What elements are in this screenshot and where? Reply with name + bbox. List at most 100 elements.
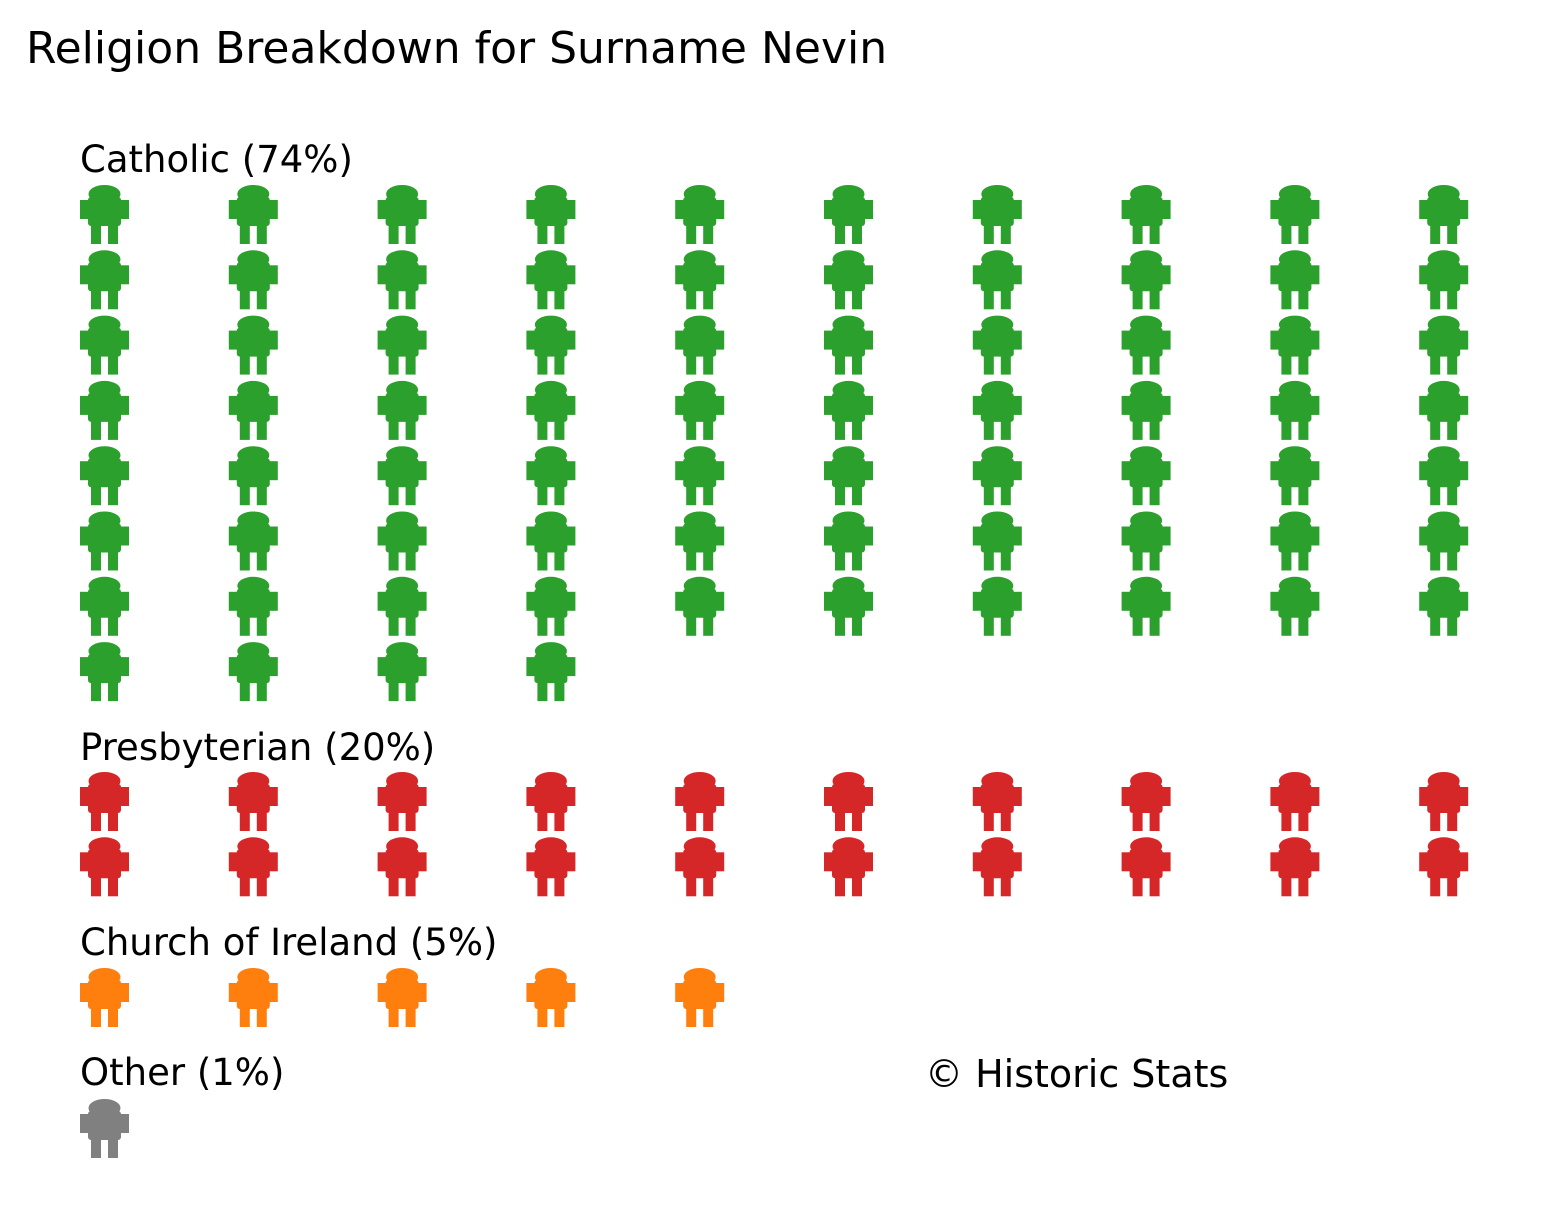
person-icon <box>1419 315 1469 375</box>
person-icon <box>1121 772 1171 831</box>
person-icon <box>526 511 576 571</box>
person-icon <box>377 968 427 1027</box>
person-icon <box>526 642 576 702</box>
person-icon <box>1270 185 1320 244</box>
credit-label: © Historic Stats <box>925 1052 1228 1096</box>
person-icon <box>972 315 1022 375</box>
person-icon <box>80 837 129 897</box>
person-icon <box>1270 772 1320 831</box>
category-group-catholic: Catholic (74%) <box>80 138 1469 702</box>
category-group-church-of-ireland: Church of Ireland (5%) <box>80 921 725 1027</box>
person-icon <box>1121 511 1171 571</box>
category-label: Other (1%) <box>80 1051 284 1094</box>
person-icon <box>1270 315 1320 375</box>
category-group-other: Other (1%) <box>80 1051 284 1158</box>
person-icon <box>972 250 1022 310</box>
person-icon <box>80 772 129 831</box>
category-groups: Catholic (74%) Presbyterian (20%) Church o… <box>80 138 1469 1158</box>
person-icon <box>526 968 576 1027</box>
person-icon <box>1270 250 1320 310</box>
person-icon <box>824 837 873 897</box>
person-icon <box>675 511 725 571</box>
person-icon <box>228 185 278 244</box>
person-icon <box>675 380 725 440</box>
person-icon <box>824 511 873 571</box>
person-icon <box>526 446 576 506</box>
person-icon <box>526 315 576 375</box>
person-icon <box>228 446 278 506</box>
person-icon <box>972 837 1022 897</box>
person-icon <box>228 772 278 831</box>
person-icon <box>824 380 873 440</box>
person-icon <box>675 772 725 831</box>
person-icon <box>80 642 129 702</box>
person-icon <box>1270 837 1320 897</box>
person-icon <box>1419 250 1469 310</box>
person-icon <box>80 968 129 1027</box>
person-icon <box>675 576 725 636</box>
person-icon <box>377 250 427 310</box>
person-icon <box>824 185 873 244</box>
person-icon <box>377 576 427 636</box>
person-icon <box>675 446 725 506</box>
person-icon <box>526 576 576 636</box>
person-icon <box>526 380 576 440</box>
person-icon <box>228 511 278 571</box>
person-icon <box>80 511 129 571</box>
person-icon <box>228 837 278 897</box>
person-icon <box>824 250 873 310</box>
person-icon <box>1270 380 1320 440</box>
person-icon <box>1419 446 1469 506</box>
person-icon <box>377 185 427 244</box>
person-icon <box>228 642 278 702</box>
person-icon <box>1419 185 1469 244</box>
person-icon <box>1419 837 1469 897</box>
person-icon <box>675 250 725 310</box>
person-icon <box>377 642 427 702</box>
person-icon <box>972 380 1022 440</box>
person-icon <box>1121 837 1171 897</box>
person-icon <box>824 772 873 831</box>
person-icon <box>972 185 1022 244</box>
person-icon <box>377 772 427 831</box>
person-icon <box>80 250 129 310</box>
category-label: Catholic (74%) <box>80 138 353 181</box>
person-icon <box>228 250 278 310</box>
person-icon <box>1121 185 1171 244</box>
person-icon <box>1121 446 1171 506</box>
person-icon <box>80 185 129 244</box>
person-icon <box>1270 446 1320 506</box>
person-icon <box>1121 250 1171 310</box>
person-icon <box>1121 315 1171 375</box>
person-icon <box>80 315 129 375</box>
person-icon <box>80 446 129 506</box>
category-group-presbyterian: Presbyterian (20%) <box>80 726 1469 897</box>
person-icon <box>824 576 873 636</box>
person-icon <box>1270 511 1320 571</box>
person-icon <box>526 837 576 897</box>
person-icon <box>1419 576 1469 636</box>
category-label: Church of Ireland (5%) <box>80 921 497 964</box>
person-icon <box>1419 380 1469 440</box>
person-icon <box>675 968 725 1027</box>
person-icon <box>377 446 427 506</box>
person-icon <box>972 772 1022 831</box>
person-icon <box>972 576 1022 636</box>
person-icon <box>228 968 278 1027</box>
person-icon <box>377 511 427 571</box>
person-icon <box>80 576 129 636</box>
category-label: Presbyterian (20%) <box>80 726 435 769</box>
person-icon <box>675 837 725 897</box>
person-icon <box>1419 511 1469 571</box>
person-icon <box>675 185 725 244</box>
person-icon <box>526 250 576 310</box>
person-icon <box>824 315 873 375</box>
person-icon <box>972 511 1022 571</box>
person-icon <box>1121 576 1171 636</box>
person-icon <box>377 837 427 897</box>
person-icon <box>228 380 278 440</box>
person-icon <box>675 315 725 375</box>
person-icon <box>1419 772 1469 831</box>
person-icon <box>80 1099 129 1158</box>
